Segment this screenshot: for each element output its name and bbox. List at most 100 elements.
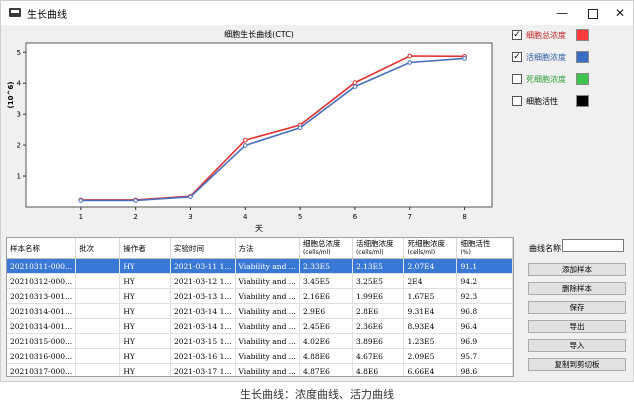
table-row[interactable]: 20210312-000... HY 2021-03-12 1... Viabilit… [7,273,513,289]
column-header[interactable]: 方法 [235,238,300,259]
table-cell: Viability and ... [235,333,300,349]
table-cell: 4.67E6 [352,348,405,364]
y-tick-label: 3 [17,111,21,119]
table-cell: 9.31E4 [403,303,458,319]
import-button[interactable]: 导入 [528,339,626,352]
legend-color-swatch[interactable] [576,29,589,41]
legend-item[interactable]: 死细胞浓度 [512,73,632,87]
table-cell [75,363,121,376]
legend-item[interactable]: ✓ 细胞总浓度 [512,29,632,43]
column-header[interactable]: 活细胞浓度 (cells/ml) [352,238,405,259]
table-row[interactable]: 20210317-000... HY 2021-03-17 1... Viabilit… [7,363,513,376]
table-cell [75,258,121,274]
table-cell: Viability and ... [235,288,300,304]
series-point [78,198,84,203]
title-bar: 生长曲线 — ✕ [1,1,633,25]
column-header-unit: (%) [460,249,471,256]
column-header[interactable]: 样本名称 [7,238,77,259]
table-cell: 3.25E5 [352,273,405,289]
legend-color-swatch[interactable] [576,51,589,63]
app-icon [9,8,21,17]
table-cell [75,318,121,334]
column-header-label: 细胞活性 [460,239,491,248]
table-cell: 20210315-000... [7,333,77,349]
table-cell: 20210314-001... [7,318,77,334]
table-cell: Viability and ... [235,273,300,289]
table-cell [75,348,121,364]
legend-item[interactable]: 细胞活性 [512,95,632,109]
column-header-unit: (cells/ml) [355,249,384,256]
legend-checkbox[interactable] [512,74,522,84]
table-cell: 2.36E6 [352,318,405,334]
legend-item[interactable]: ✓ 活细胞浓度 [512,51,632,65]
table-cell: Viability and ... [235,258,300,274]
legend-label: 细胞活性 [526,97,558,106]
column-header[interactable]: 实验时间 [170,238,236,259]
table-cell: Viability and ... [235,363,300,376]
table-cell: HY [119,303,171,319]
table-cell: 1.23E5 [403,333,458,349]
table-cell: HY [119,273,171,289]
add-sample-button[interactable]: 添加样本 [528,263,626,276]
table-cell: 94.2 [456,273,513,289]
table-cell: HY [119,363,171,376]
column-header-label: 死细胞浓度 [407,239,445,248]
table-cell: 2.9E6 [299,303,353,319]
column-header[interactable]: 操作者 [119,238,171,259]
table-cell: 3.45E5 [299,273,353,289]
y-tick-label: 2 [17,142,21,150]
copy-to-clipboard-button[interactable]: 复制到剪切板 [528,358,626,371]
table-row[interactable]: 20210316-000... HY 2021-03-16 1... Viabilit… [7,348,513,364]
chart-legend: ✓ 细胞总浓度 ✓ 活细胞浓度 死细胞浓度细胞活性 [510,27,634,137]
legend-label: 细胞总浓度 [526,31,566,40]
legend-color-swatch[interactable] [576,95,589,107]
table-cell: 2021-03-14 1... [170,303,236,319]
column-header[interactable]: 死细胞浓度 (cells/ml) [403,238,458,259]
table-cell: 91.1 [456,258,513,274]
table-cell: 20210314-001... [7,303,77,319]
table-row[interactable]: 20210314-001... HY 2021-03-14 1... Viabilit… [7,303,513,319]
minimize-button[interactable]: — [556,6,568,20]
table-cell: 96.9 [456,333,513,349]
column-header[interactable]: 细胞总浓度 (cells/ml) [299,238,353,259]
curve-name-label: 曲线名称 [529,244,561,253]
table-row[interactable]: 20210315-000... HY 2021-03-15 1... Viabilit… [7,333,513,349]
series-point [352,84,358,89]
maximize-button[interactable] [579,3,607,23]
series-point [297,125,303,131]
table-cell: 4.02E6 [299,333,353,349]
table-cell: 98.6 [456,363,513,376]
x-tick-label: 6 [353,213,358,221]
column-header-label: 批次 [79,243,95,253]
curve-name-input[interactable] [562,239,624,252]
table-row[interactable]: 20210311-000... HY 2021-03-11 1... Viabilit… [7,258,513,274]
x-tick-label: 2 [133,213,137,221]
legend-checkbox[interactable]: ✓ [512,52,522,62]
table-cell: Viability and ... [235,348,300,364]
table-cell: 20210316-000... [7,348,77,364]
table-row[interactable]: 20210313-001... HY 2021-03-13 1... Viabilit… [7,288,513,304]
table-cell: 6.66E4 [403,363,458,376]
table-cell: 20210311-000... [7,258,77,274]
table-row[interactable]: 20210314-001... HY 2021-03-14 1... Viabilit… [7,318,513,334]
column-header-label: 操作者 [123,243,146,253]
table-cell [75,303,121,319]
export-button[interactable]: 导出 [528,320,626,333]
legend-color-swatch[interactable] [576,73,589,85]
column-header[interactable]: 批次 [75,238,121,259]
series-point [188,194,193,200]
series-point [242,143,248,148]
legend-checkbox[interactable]: ✓ [512,30,522,40]
sample-table[interactable]: 样本名称 批次 操作者 实验时间 方法 细胞总浓度 (cells/ml) 活细胞浓度 (cell… [6,237,514,377]
series-point [242,137,248,143]
y-tick-label: 1 [17,173,21,181]
maximize-icon [588,8,598,19]
table-cell [75,333,121,349]
close-button[interactable]: ✕ [614,6,626,20]
legend-checkbox[interactable] [512,96,522,106]
table-cell: HY [119,258,171,274]
sample-grid: 样本名称 批次 操作者 实验时间 方法 细胞总浓度 (cells/ml) 活细胞浓度 (cell… [7,238,513,376]
column-header[interactable]: 细胞活性 (%) [456,238,513,259]
save-button[interactable]: 保存 [528,301,626,314]
delete-sample-button[interactable]: 删除样本 [528,282,626,295]
